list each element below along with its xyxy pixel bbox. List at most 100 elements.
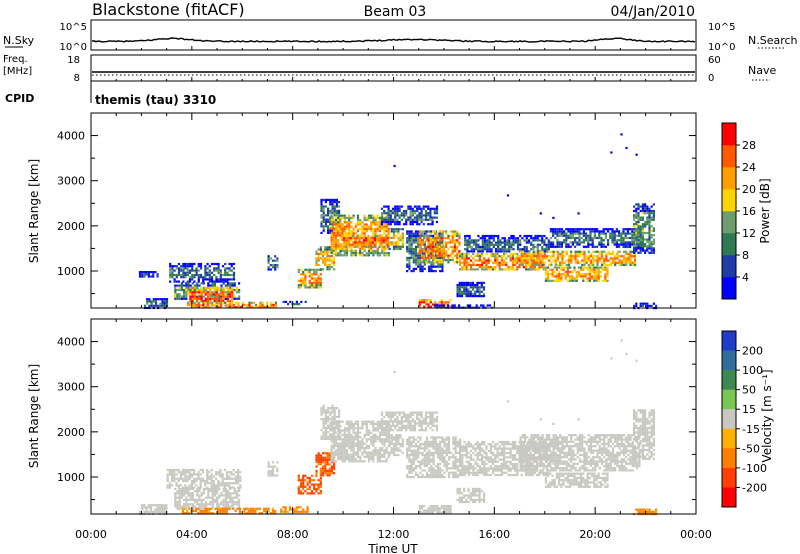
power-cell [407,218,410,221]
power-cell [635,249,638,252]
power-cell [370,214,373,217]
velocity-cell [359,449,362,452]
velocity-cell [274,512,277,515]
power-cell [182,273,185,277]
power-cell [471,292,475,295]
power-cell [330,247,333,250]
power-cell [432,265,435,268]
velocity-cell [260,512,264,515]
power-cell [635,236,638,239]
power-cell [556,230,559,233]
power-cell [229,282,232,285]
power-cell [614,259,617,262]
velocity-cell [226,484,229,487]
power-cell [238,291,241,294]
power-cell [350,238,353,241]
power-cell [528,263,531,267]
power-cell [398,214,401,217]
power-cell [582,245,585,248]
power-cell [387,212,390,215]
power-cell [222,293,225,296]
power-cell [521,237,524,240]
power-cell [554,250,557,253]
power-cell [270,306,273,309]
power-cell [183,291,186,294]
power-cell [456,286,459,289]
power-cell [633,216,636,219]
power-cell [235,301,238,304]
velocity-cell [210,477,213,480]
power-cell [376,230,379,233]
power-cell [339,249,342,252]
power-cell [485,263,488,267]
power-cell [238,282,241,285]
velocity-cell [319,472,322,475]
power-cell [633,252,637,256]
power-cell [512,234,515,238]
power-cell [345,216,349,219]
power-cell [410,256,413,259]
power-cell [587,241,590,244]
power-cell [580,275,583,278]
power-cell [425,234,428,237]
velocity-cell [322,409,325,412]
power-cell [611,239,614,242]
power-cell [228,273,231,277]
power-cell [330,227,333,230]
power-cell [226,297,229,300]
power-cell [341,230,344,233]
power-cell [429,232,432,235]
power-cell [633,251,636,254]
power-cell [633,247,636,250]
power-cell [637,242,640,246]
velocity-cell [354,431,357,434]
velocity-cell [233,490,236,493]
velocity-cell [214,507,217,510]
power-cell [378,216,382,219]
velocity-cell [200,498,203,501]
power-cell [469,304,472,307]
power-cell [474,263,477,267]
power-cell [544,279,547,282]
power-cell [620,261,623,264]
power-cell [545,245,548,249]
velocity-cell [352,442,355,445]
power-cell [226,271,229,274]
power-cell [585,257,588,260]
power-cell [555,273,558,276]
power-cell [337,230,340,233]
velocity-cell [234,482,237,485]
power-cell [313,279,316,282]
velocity-cell [195,477,198,480]
power-cell [440,250,443,253]
power-cell [401,239,404,242]
power-cell [320,220,323,223]
power-cell [436,263,440,266]
power-cell [547,279,550,282]
power-cell [625,263,628,267]
power-cell [439,256,442,259]
power-cell [449,299,452,302]
power-cell [537,252,540,256]
power-cell [547,270,550,274]
power-cell [441,263,444,266]
velocity-cell [389,429,392,432]
velocity-cell [322,437,325,440]
power-cell [332,232,335,235]
power-cell [593,266,596,269]
power-cell [574,230,577,233]
power-cell [548,250,551,253]
power-cell [407,216,410,219]
power-cell [558,273,561,276]
power-cell [492,261,495,264]
power-cell [208,269,211,272]
velocity-cell [327,409,330,412]
velocity-cell [359,427,362,430]
power-cell [397,228,400,231]
power-cell [154,298,158,301]
velocity-cell [197,507,200,510]
power-cell [613,232,616,235]
velocity-cell [370,422,373,425]
power-cell [519,261,522,264]
velocity-cell [271,509,275,513]
